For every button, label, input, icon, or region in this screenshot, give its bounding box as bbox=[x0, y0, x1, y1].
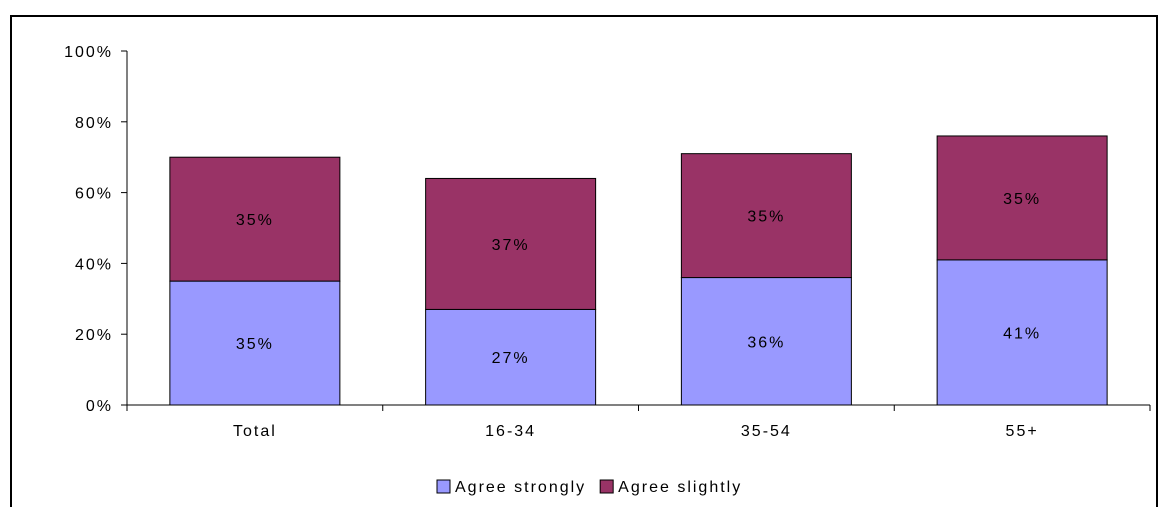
x-tick-label: 16-34 bbox=[485, 423, 536, 440]
legend-swatch bbox=[436, 479, 451, 494]
data-label: 35% bbox=[236, 212, 274, 229]
bar-agree-strongly-1 bbox=[425, 308, 597, 406]
bar-agree-slightly-1 bbox=[425, 177, 597, 310]
data-label: 37% bbox=[492, 237, 530, 254]
bar-agree-slightly-2 bbox=[680, 153, 852, 279]
y-tick-label: 60% bbox=[75, 186, 113, 203]
data-label: 35% bbox=[747, 209, 785, 226]
data-label: 36% bbox=[747, 334, 785, 351]
data-label: 35% bbox=[1003, 191, 1041, 208]
bar-agree-slightly-0 bbox=[169, 156, 341, 282]
legend-label: Agree slightly bbox=[618, 479, 742, 496]
bar-agree-slightly-3 bbox=[936, 135, 1108, 261]
data-label: 27% bbox=[492, 350, 530, 367]
x-tick-label: 35-54 bbox=[741, 423, 792, 440]
y-tick-label: 20% bbox=[75, 327, 113, 344]
legend: Agree strongly Agree slightly bbox=[436, 479, 742, 496]
legend-label: Agree strongly bbox=[455, 479, 586, 496]
y-tick-label: 100% bbox=[64, 44, 113, 61]
bars: 35% 35% 27% 37% 36% 35% 41% 35% bbox=[169, 135, 1108, 406]
y-ticks: 0% 20% 40% 60% 80% 100% bbox=[64, 44, 127, 415]
x-tick-label: Total bbox=[233, 423, 277, 440]
y-tick-label: 0% bbox=[86, 398, 113, 415]
x-tick-labels: Total 16-34 35-54 55+ bbox=[126, 405, 1151, 440]
bar-agree-strongly-2 bbox=[680, 277, 852, 406]
y-tick-label: 40% bbox=[75, 256, 113, 273]
x-tick-label: 55+ bbox=[1006, 423, 1039, 440]
chart-frame bbox=[10, 15, 1158, 507]
y-tick-label: 80% bbox=[75, 115, 113, 132]
data-label: 41% bbox=[1003, 325, 1041, 342]
legend-swatch bbox=[599, 479, 614, 494]
bar-agree-strongly-0 bbox=[169, 280, 341, 406]
data-label: 35% bbox=[236, 336, 274, 353]
